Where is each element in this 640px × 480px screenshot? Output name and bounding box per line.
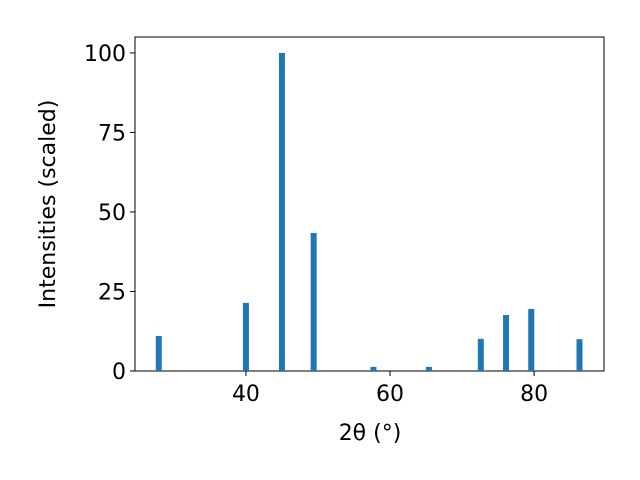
bar	[155, 336, 162, 371]
bar	[242, 302, 249, 371]
plot-frame	[134, 36, 605, 372]
x-tick-label: 40	[232, 382, 260, 407]
bar	[278, 52, 285, 372]
y-tick-label: 50	[98, 201, 126, 226]
y-axis-label: Intensities (scaled)	[36, 100, 61, 309]
bar	[310, 232, 317, 371]
bar	[425, 366, 432, 371]
bar	[528, 308, 535, 371]
bar	[370, 366, 377, 371]
y-tick-label: 25	[98, 280, 126, 305]
bar	[576, 339, 583, 371]
x-tick-label: 80	[520, 382, 548, 407]
y-tick-label: 0	[112, 360, 126, 385]
bar	[477, 338, 484, 371]
x-axis-label: 2θ (°)	[339, 421, 402, 446]
bar	[503, 315, 510, 371]
y-tick-label: 100	[84, 42, 126, 67]
x-tick-label: 60	[376, 382, 404, 407]
y-tick-label: 75	[98, 121, 126, 146]
